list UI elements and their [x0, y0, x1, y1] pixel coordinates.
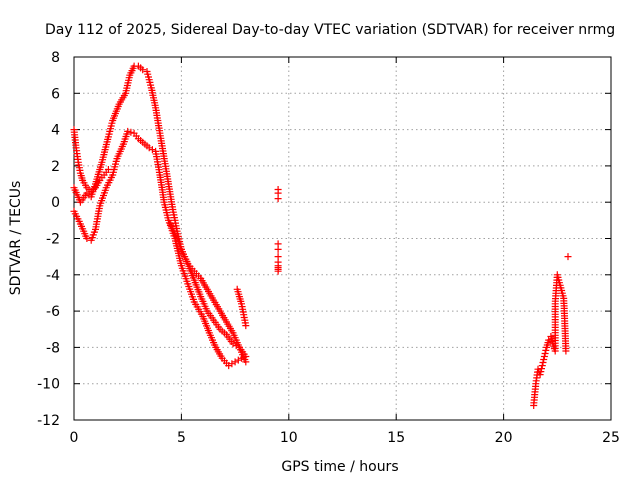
- data-point: [127, 128, 135, 136]
- x-tick-label: 0: [70, 430, 79, 446]
- data-point: [562, 347, 570, 355]
- y-tick-label: 8: [51, 50, 60, 66]
- grid: [74, 57, 611, 420]
- data-point: [541, 350, 549, 357]
- axis-ticks: 0 5 10 15 20 25 -12 -10 -8 -6 -4 -2 0 2 4 6 8: [37, 50, 620, 446]
- data-point: [274, 267, 282, 275]
- data-point: [538, 362, 546, 370]
- data-point: [539, 359, 547, 366]
- data-point: [139, 66, 147, 74]
- y-axis-label: SDTVAR / TECUs: [8, 181, 24, 296]
- data-point: [564, 253, 572, 261]
- chart-title: Day 112 of 2025, Sidereal Day-to-day VTE…: [45, 22, 615, 38]
- plot-frame: [73, 56, 612, 421]
- y-tick-label: -4: [46, 268, 60, 284]
- x-axis-label: GPS time / hours: [281, 459, 398, 475]
- data-point: [242, 358, 250, 366]
- y-tick-label: -2: [46, 232, 60, 248]
- x-tick-label: 10: [280, 430, 298, 446]
- data-point: [124, 127, 132, 135]
- x-tick-label: 20: [495, 430, 513, 446]
- y-tick-label: 2: [51, 159, 60, 175]
- data-point: [242, 322, 250, 330]
- x-tick-label: 25: [602, 430, 620, 446]
- data-points: [70, 62, 572, 409]
- x-tick-label: 5: [177, 430, 186, 446]
- data-point: [538, 365, 545, 373]
- data-point: [540, 356, 548, 363]
- data-point: [83, 235, 91, 242]
- data-point: [274, 245, 282, 253]
- y-tick-label: 4: [51, 123, 60, 139]
- y-tick-label: 6: [51, 86, 60, 102]
- y-tick-label: -8: [46, 340, 60, 356]
- y-tick-label: 0: [51, 195, 60, 211]
- data-point: [104, 166, 112, 173]
- data-point: [542, 346, 550, 354]
- data-point: [274, 195, 282, 203]
- data-point: [536, 371, 544, 379]
- data-point: [231, 358, 239, 366]
- y-tick-label: -10: [37, 377, 60, 393]
- data-point: [537, 368, 545, 376]
- data-point: [148, 146, 156, 154]
- y-tick-label: -6: [46, 304, 60, 320]
- y-tick-label: -12: [37, 413, 60, 429]
- data-point: [540, 353, 548, 360]
- x-tick-label: 15: [387, 430, 405, 446]
